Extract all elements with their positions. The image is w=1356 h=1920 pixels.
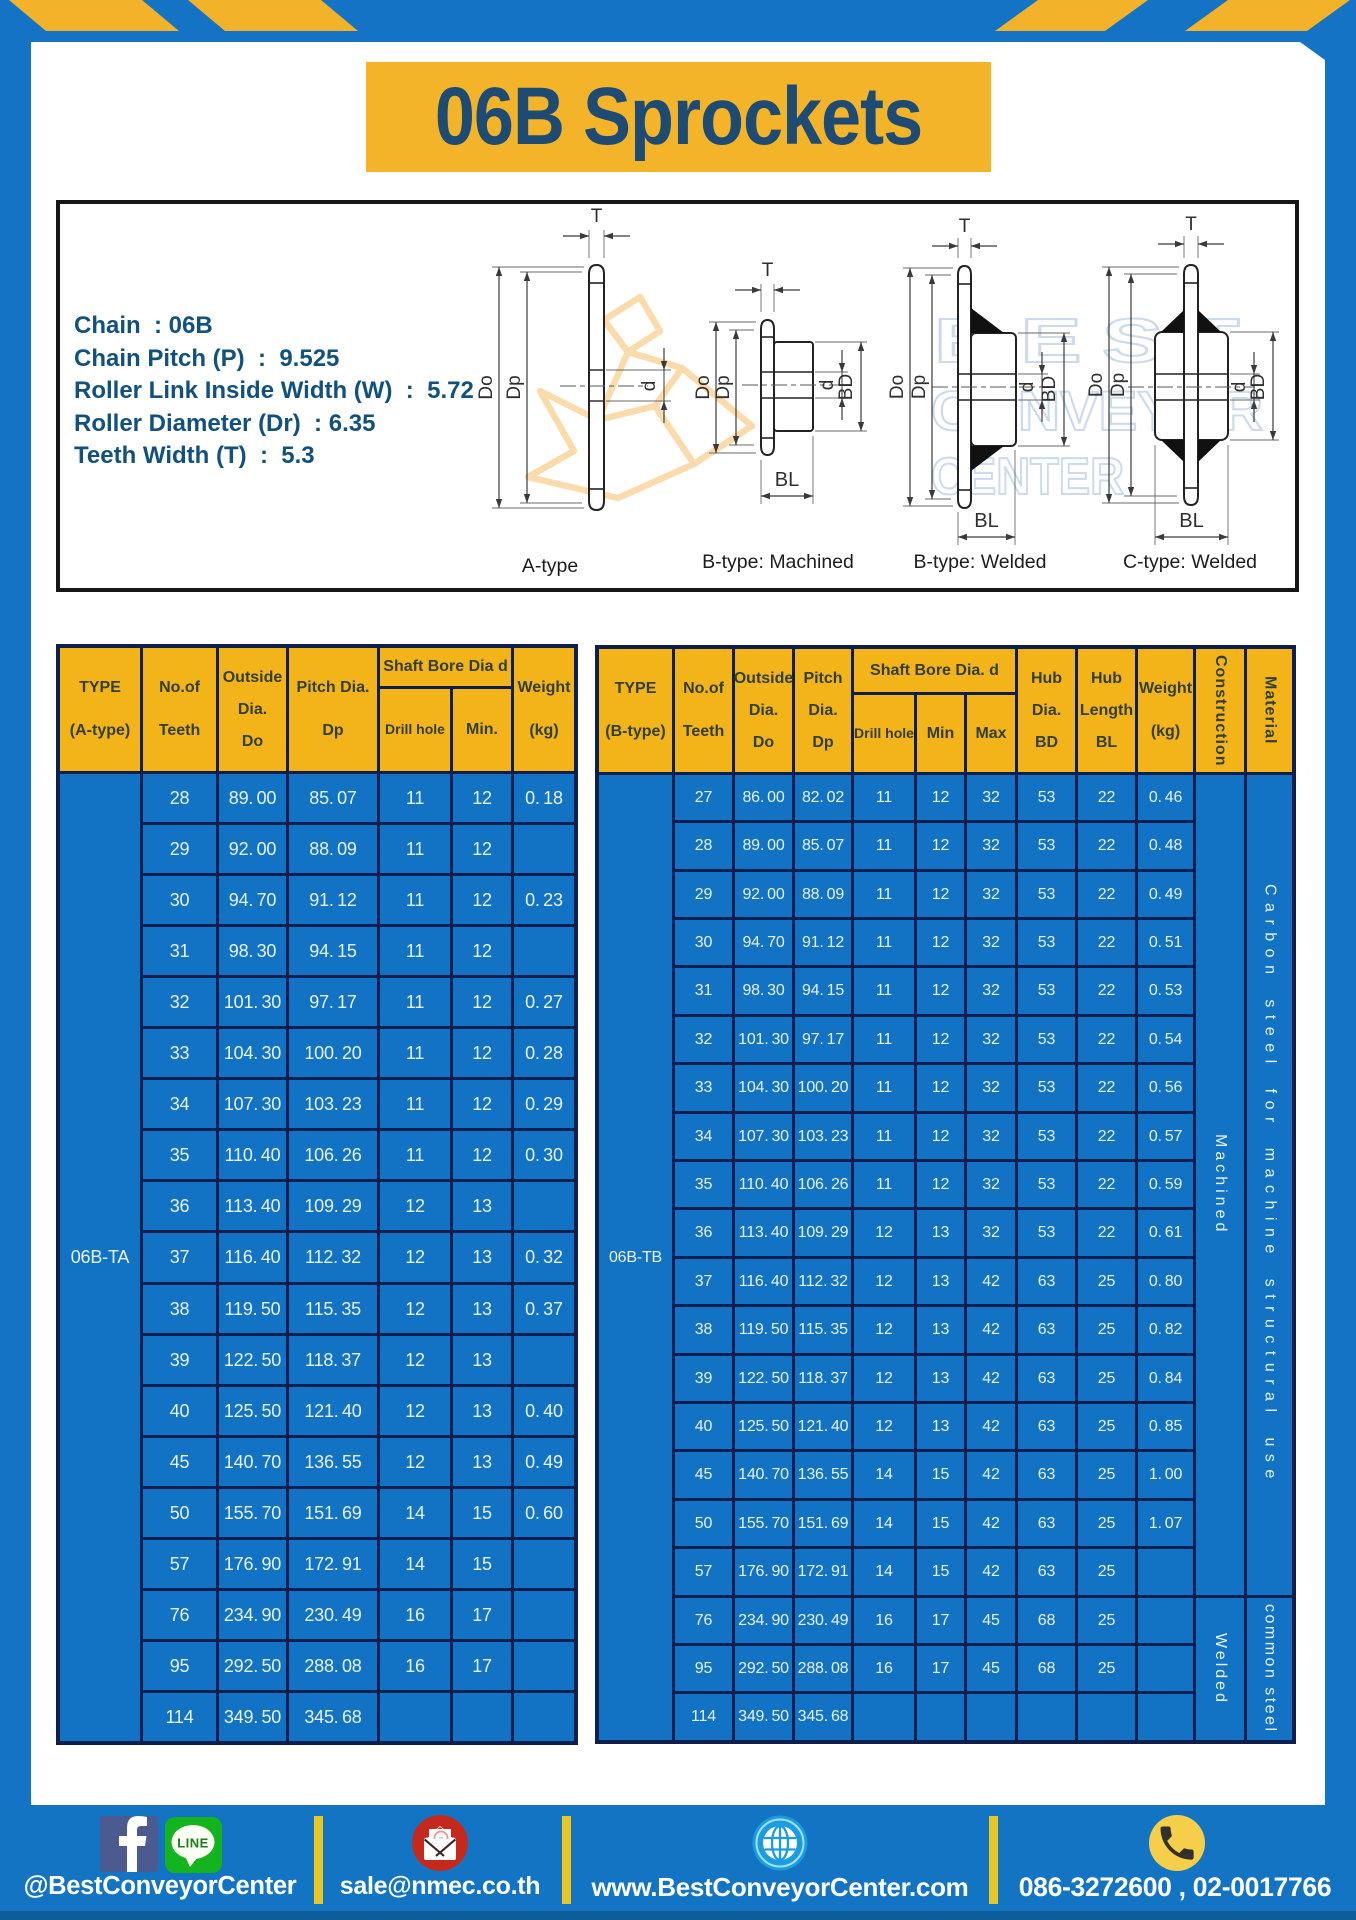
svg-text:d: d: [639, 381, 660, 392]
svg-text:Dp: Dp: [713, 375, 734, 399]
svg-text:d: d: [1017, 382, 1038, 393]
svg-text:d: d: [817, 380, 838, 391]
svg-text:Do: Do: [476, 375, 497, 399]
svg-text:Dp: Dp: [504, 375, 525, 399]
svg-text:A-type: A-type: [522, 555, 578, 577]
svg-text:T: T: [959, 216, 971, 237]
svg-text:LINE: LINE: [177, 1836, 209, 1851]
svg-text:T: T: [591, 206, 603, 227]
svg-text:BD: BD: [1039, 376, 1060, 402]
svg-text:BL: BL: [1179, 510, 1203, 532]
svg-text:Do: Do: [693, 375, 714, 399]
svg-text:BD: BD: [836, 374, 857, 400]
svg-text:BL: BL: [775, 469, 799, 491]
svg-text:B-type: Machined: B-type: Machined: [702, 551, 854, 573]
svg-text:BD: BD: [1248, 374, 1269, 400]
svg-text:Dp: Dp: [909, 375, 930, 399]
svg-text:Dp: Dp: [1108, 373, 1129, 397]
svg-text:Do: Do: [887, 375, 908, 399]
svg-text:Do: Do: [1086, 373, 1107, 397]
svg-text:T: T: [762, 260, 774, 281]
svg-text:B-type: Welded: B-type: Welded: [914, 551, 1047, 573]
svg-text:BL: BL: [974, 510, 998, 532]
svg-text:C-type: Welded: C-type: Welded: [1123, 551, 1257, 573]
svg-text:T: T: [1185, 214, 1197, 235]
svg-text:d: d: [1229, 382, 1250, 393]
